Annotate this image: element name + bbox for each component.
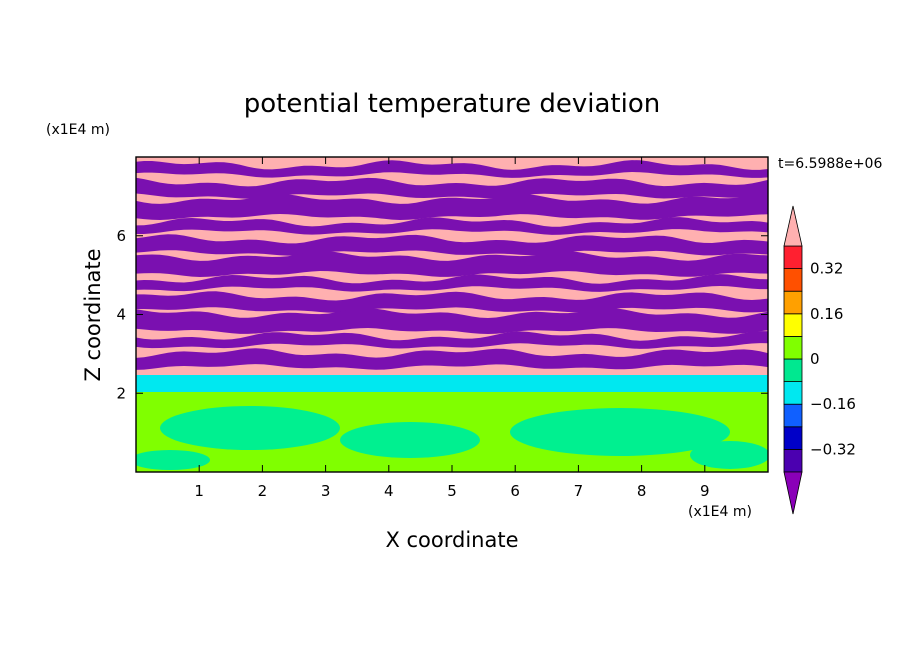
purple-stripe — [136, 291, 768, 313]
y-axis-ticks: 2 4 6 — [116, 227, 768, 402]
colorbar-extend-high — [783, 205, 803, 247]
colorbar-segment — [783, 403, 803, 428]
x-tick-label: 4 — [384, 482, 394, 500]
purple-stripe — [136, 274, 768, 292]
purple-stripe — [136, 234, 768, 256]
x-tick-label: 1 — [194, 482, 204, 500]
green-blob — [136, 450, 210, 470]
purple-stripe — [136, 251, 768, 277]
x-tick-label: 7 — [574, 482, 584, 500]
colorbar-tick-label: 0 — [810, 350, 820, 368]
field-mid-band — [136, 375, 768, 393]
colorbar-segment — [783, 245, 803, 270]
x-axis-ticks: 1 2 3 4 5 6 7 8 9 — [194, 157, 710, 500]
colorbar-tick-label: 0.32 — [810, 260, 843, 278]
green-blobs — [136, 406, 768, 470]
y-tick-label: 4 — [116, 306, 126, 324]
x-tick-label: 9 — [700, 482, 710, 500]
green-blob — [160, 406, 340, 450]
chart-title: potential temperature deviation — [244, 89, 660, 119]
x-tick-label: 6 — [510, 482, 520, 500]
x-axis-label: X coordinate — [385, 528, 518, 552]
colorbar-tick-label: −0.16 — [810, 395, 856, 413]
green-blob — [510, 408, 730, 456]
purple-stripe — [136, 194, 768, 220]
purple-stripe — [136, 348, 768, 370]
time-label: t=6.5988e+06 — [778, 156, 882, 172]
colorbar-tick-label: 0.16 — [810, 305, 843, 323]
purple-stripes — [136, 160, 768, 370]
contour-field — [136, 157, 768, 472]
x-unit-label: (x1E4 m) — [688, 504, 752, 520]
purple-stripe — [136, 308, 768, 334]
x-tick-label: 5 — [447, 482, 457, 500]
x-tick-label: 3 — [321, 482, 331, 500]
y-tick-label: 6 — [116, 227, 126, 245]
y-unit-label: (x1E4 m) — [46, 122, 110, 138]
colorbar-extend-low — [783, 471, 803, 515]
colorbar-segment — [783, 358, 803, 383]
colorbar-segment — [783, 313, 803, 337]
colorbar-segment — [783, 335, 803, 360]
purple-stripe — [136, 177, 768, 199]
green-blob — [340, 422, 480, 458]
x-tick-label: 2 — [258, 482, 268, 500]
colorbar-segment — [783, 381, 803, 405]
colorbar: 0.32 0.16 0 −0.16 −0.32 — [783, 205, 856, 515]
colorbar-segment — [783, 448, 803, 473]
colorbar-segment — [783, 268, 803, 292]
y-tick-label: 2 — [116, 384, 126, 402]
colorbar-segment — [783, 290, 803, 315]
x-tick-label: 8 — [637, 482, 647, 500]
purple-stripe — [136, 331, 768, 349]
y-axis-label: Z coordinate — [81, 248, 105, 381]
purple-stripe — [136, 217, 768, 235]
colorbar-tick-label: −0.32 — [810, 440, 856, 458]
purple-stripe — [136, 160, 768, 178]
colorbar-segment — [783, 426, 803, 450]
green-blob — [690, 441, 768, 469]
